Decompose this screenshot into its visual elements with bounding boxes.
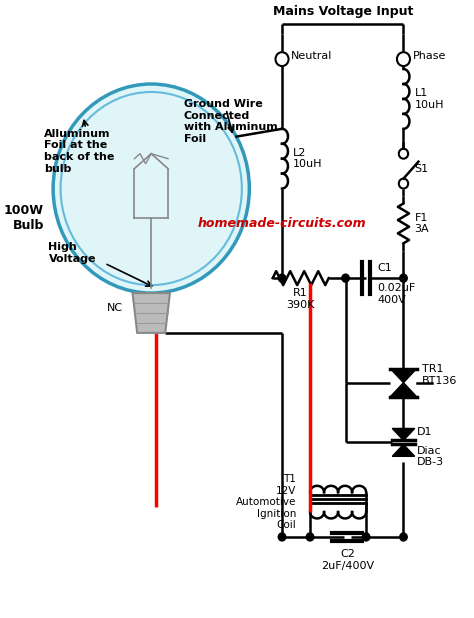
Text: 100W
Bulb: 100W Bulb (4, 205, 44, 232)
Text: Ground Wire
Connected
with Aluminum
Foil: Ground Wire Connected with Aluminum Foil (184, 99, 278, 144)
Text: homemade-circuits.com: homemade-circuits.com (198, 217, 366, 230)
Circle shape (362, 533, 370, 541)
Polygon shape (392, 428, 415, 441)
Text: S1: S1 (415, 164, 429, 174)
Text: NC: NC (107, 303, 123, 313)
Text: L2
10uH: L2 10uH (293, 148, 323, 169)
Polygon shape (391, 383, 417, 397)
Circle shape (400, 533, 407, 541)
Text: High
Voltage: High Voltage (48, 242, 96, 264)
Circle shape (278, 533, 286, 541)
Text: F1
3A: F1 3A (415, 213, 429, 234)
Text: Alluminum
Foil at the
back of the
bulb: Alluminum Foil at the back of the bulb (44, 129, 114, 174)
Text: 0.02uF
400V: 0.02uF 400V (377, 283, 416, 305)
Text: Mains Voltage Input: Mains Voltage Input (273, 6, 413, 19)
Circle shape (53, 84, 249, 293)
Text: C1: C1 (377, 263, 392, 273)
Polygon shape (391, 369, 417, 383)
Text: L1
10uH: L1 10uH (415, 88, 444, 110)
Circle shape (306, 533, 314, 541)
Text: TR1
BT136: TR1 BT136 (422, 364, 457, 386)
Text: C2
2uF/400V: C2 2uF/400V (321, 549, 374, 570)
Circle shape (400, 274, 407, 282)
Text: Neutral: Neutral (292, 51, 333, 61)
Text: Diac
DB-3: Diac DB-3 (417, 446, 444, 467)
Circle shape (278, 274, 286, 282)
Text: D1: D1 (417, 428, 432, 438)
Polygon shape (392, 444, 415, 456)
Text: Phase: Phase (413, 51, 446, 61)
Text: R1
390K: R1 390K (286, 288, 315, 310)
Text: T1
12V
Automotive
Ignition
Coil: T1 12V Automotive Ignition Coil (236, 474, 296, 530)
Circle shape (342, 274, 349, 282)
Polygon shape (133, 293, 170, 333)
